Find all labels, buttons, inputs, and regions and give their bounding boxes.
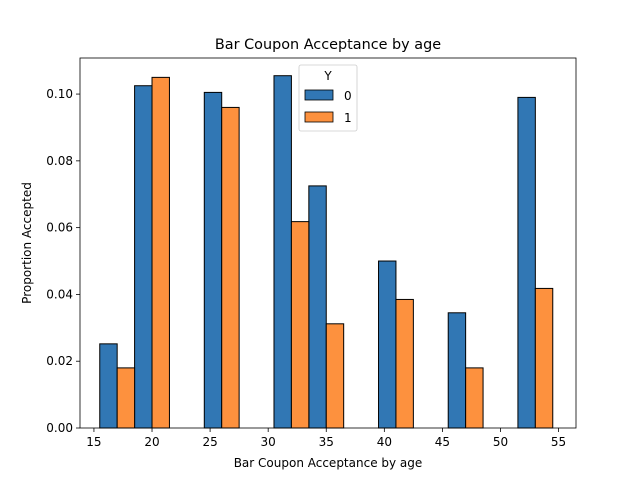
y-tick-label: 0.10 [46,87,73,101]
x-tick-label: 25 [202,435,217,449]
bar-series-0-bin-3 [203,91,223,429]
y-tick-label: 0.00 [46,421,73,435]
x-tick-label: 40 [377,435,392,449]
y-tick-label: 0.02 [46,354,73,368]
legend-swatch-1 [304,111,334,123]
y-tick-label: 0.04 [46,287,73,301]
x-tick-label: 35 [319,435,334,449]
x-axis: 15 20 25 30 35 40 45 50 55 [86,428,566,449]
x-axis-label: Bar Coupon Acceptance by age [234,456,423,470]
y-axis: 0.00 0.02 0.04 0.06 0.08 0.10 [46,87,80,435]
bar-series-1-bin-6 [325,323,345,429]
legend-label-0: 0 [344,89,352,103]
x-tick-label: 15 [86,435,101,449]
legend-swatch-0 [304,89,334,101]
bar-series-1-bin-8 [395,298,414,429]
bar-series-0-bin-5 [273,75,292,429]
bar-series-0-bin-8 [378,260,397,429]
x-tick-label: 45 [435,435,450,449]
x-tick-label: 50 [493,435,508,449]
y-tick-label: 0.06 [46,221,73,235]
bar-series-1-bin-3 [221,106,240,429]
bars-group [99,75,554,429]
bar-series-1-bin-10 [465,367,484,429]
legend-title: Y [323,69,332,83]
bar-series-1-bin-12 [534,287,554,429]
bar-series-1-bin-5 [290,221,310,429]
x-tick-label: 55 [551,435,566,449]
legend: Y 0 1 [298,64,358,132]
x-tick-label: 30 [261,435,276,449]
bar-series-1-bin-1 [151,76,170,429]
bar-series-0-bin-1 [134,85,153,429]
bar-series-1-bin-0 [116,367,136,429]
bar-series-0-bin-10 [447,312,467,429]
x-tick-label: 20 [144,435,159,449]
plot-frame [79,57,577,429]
y-tick-label: 0.08 [46,154,73,168]
legend-label-1: 1 [344,111,352,125]
chart-title: Bar Coupon Acceptance by age [215,37,441,53]
y-axis-label: Proportion Accepted [20,182,34,304]
bar-series-0-bin-12 [517,96,536,429]
bar-series-0-bin-6 [308,185,327,429]
bar-series-0-bin-0 [99,343,118,429]
